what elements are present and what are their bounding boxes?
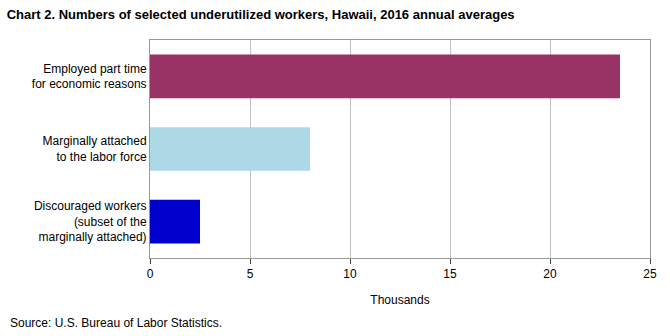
svg-text:Marginally attachedto the labo: Marginally attachedto the labor force bbox=[43, 134, 147, 164]
svg-text:Source: U.S. Bureau of Labor S: Source: U.S. Bureau of Labor Statistics. bbox=[10, 316, 222, 330]
svg-text:5: 5 bbox=[247, 267, 254, 281]
svg-text:20: 20 bbox=[543, 267, 557, 281]
svg-text:10: 10 bbox=[343, 267, 357, 281]
svg-text:Discouraged workers(subset of: Discouraged workers(subset of themargina… bbox=[34, 199, 147, 244]
svg-text:Chart 2. Numbers of selected u: Chart 2. Numbers of selected underutiliz… bbox=[7, 7, 515, 22]
svg-text:Thousands: Thousands bbox=[370, 293, 429, 307]
svg-text:0: 0 bbox=[147, 267, 154, 281]
svg-text:Employed part timefor economic: Employed part timefor economic reasons bbox=[32, 62, 147, 92]
svg-text:25: 25 bbox=[643, 267, 657, 281]
svg-text:15: 15 bbox=[443, 267, 457, 281]
